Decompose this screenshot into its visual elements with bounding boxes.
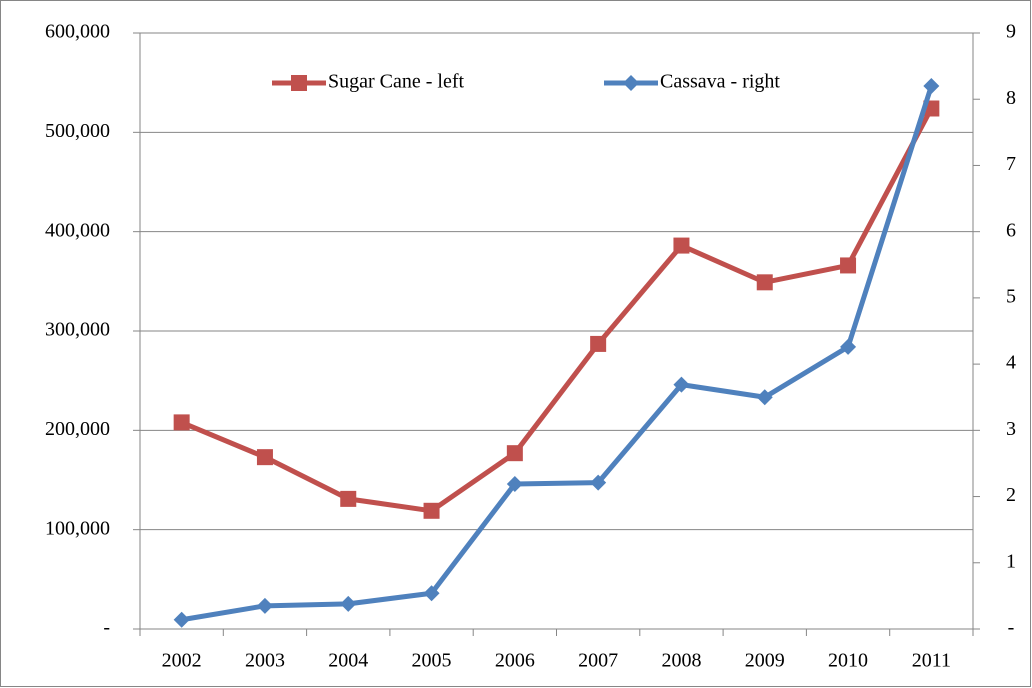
data-point: [840, 257, 857, 274]
y-tick-label: 400,000: [45, 219, 110, 241]
x-tick-label: 2004: [328, 650, 368, 672]
x-tick-label: 2006: [495, 650, 535, 672]
data-point: [506, 445, 523, 462]
legend-label: Cassava - right: [660, 71, 780, 93]
data-point: [423, 502, 440, 519]
data-point: [173, 414, 190, 431]
y2-tick-label: 1: [1006, 550, 1016, 572]
data-point: [756, 389, 773, 406]
y-tick-label: 200,000: [45, 418, 110, 440]
data-point: [423, 585, 440, 602]
data-point: [840, 338, 857, 355]
y-tick-label: 500,000: [45, 120, 110, 142]
data-point: [673, 237, 690, 254]
legend-marker: [291, 75, 307, 91]
y2-tick-label: 2: [1006, 484, 1016, 506]
y2-tick-label: -: [1008, 617, 1015, 639]
legend-label: Sugar Cane - left: [328, 71, 465, 93]
legend-marker: [623, 75, 639, 91]
data-point: [340, 490, 357, 507]
x-tick-label: 2002: [162, 650, 202, 672]
y-tick-label: 100,000: [45, 517, 110, 539]
data-point: [590, 335, 607, 352]
series-line: [181, 85, 934, 623]
y2-tick-label: 9: [1006, 21, 1016, 43]
data-point: [673, 376, 690, 393]
x-tick-label: 2007: [578, 650, 618, 672]
data-point: [173, 611, 190, 628]
x-tick-label: 2009: [745, 650, 785, 672]
data-point: [256, 449, 273, 466]
y-tick-label: 300,000: [45, 319, 110, 341]
y2-tick-label: 4: [1006, 352, 1016, 374]
x-tick-label: 2008: [661, 650, 701, 672]
data-point: [923, 77, 940, 94]
x-tick-label: 2010: [828, 650, 868, 672]
x-tick-label: 2011: [912, 650, 951, 672]
x-tick-label: 2005: [412, 650, 452, 672]
data-point: [506, 475, 523, 492]
y-tick-label: -: [103, 617, 110, 639]
y2-tick-label: 3: [1006, 418, 1016, 440]
x-tick-label: 2003: [245, 650, 285, 672]
series-line: [180, 107, 934, 514]
data-point: [340, 595, 357, 612]
data-point: [590, 474, 607, 491]
data-point: [256, 597, 273, 614]
y2-tick-label: 5: [1006, 285, 1016, 307]
y2-tick-label: 8: [1006, 87, 1016, 109]
y2-tick-label: 7: [1006, 153, 1016, 175]
y-tick-label: 600,000: [45, 21, 110, 43]
data-point: [756, 274, 773, 291]
y2-tick-label: 6: [1006, 219, 1016, 241]
